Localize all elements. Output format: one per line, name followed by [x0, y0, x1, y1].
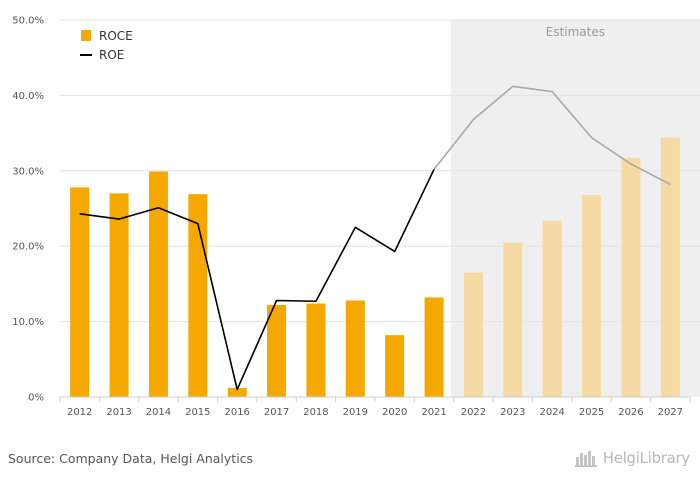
x-tick-label: 2027	[658, 407, 683, 418]
legend-roce-label: ROCE	[99, 29, 133, 43]
roce-bar	[503, 242, 523, 397]
roe-line-estimate	[433, 85, 671, 186]
roce-bar	[267, 305, 287, 397]
x-tick-label: 2020	[382, 407, 407, 418]
x-tick-label: 2012	[67, 407, 92, 418]
y-tick-label: 50.0%	[12, 16, 44, 27]
x-tick-label: 2014	[146, 407, 171, 418]
roce-bar	[148, 171, 168, 397]
roce-bar	[306, 303, 326, 397]
legend-roce-swatch	[81, 30, 91, 41]
x-tick-label: 2016	[224, 407, 249, 418]
roce-bar	[424, 297, 444, 397]
roce-bar	[582, 194, 602, 397]
legend-roe-label: ROE	[99, 48, 124, 62]
x-tick-label: 2015	[185, 407, 210, 418]
x-axis	[59, 396, 691, 402]
x-tick-label: 2019	[343, 407, 368, 418]
y-tick-label: 30.0%	[12, 166, 44, 177]
roce-bar	[70, 187, 90, 397]
x-tick-label: 2021	[421, 407, 446, 418]
estimates-label: Estimates	[546, 25, 605, 39]
y-tick-label: 0%	[28, 393, 44, 404]
source-note: Source: Company Data, Helgi Analytics	[8, 451, 254, 466]
footer: Source: Company Data, Helgi Analytics He…	[0, 440, 700, 483]
legend: ROCE ROE	[80, 29, 133, 62]
helgi-library-icon	[574, 451, 597, 467]
x-axis-labels: 2012 2013 2014 2015 2016 2017 2018 2019 2020 2021…	[67, 407, 683, 418]
roce-bar	[345, 300, 365, 397]
x-tick-label: 2023	[500, 407, 525, 418]
roce-bar	[227, 387, 247, 397]
y-tick-label: 10.0%	[12, 317, 44, 328]
roe-line	[79, 85, 671, 391]
estimates-band	[450, 20, 700, 397]
x-tick-label: 2018	[303, 407, 328, 418]
x-tick-label: 2013	[106, 407, 131, 418]
roce-bar	[621, 157, 641, 397]
x-tick-label: 2022	[461, 407, 486, 418]
roce-roe-chart: 0% 10.0% 20.0% 30.0% 40.0% 50.0% 2012 2013 2014…	[12, 16, 700, 418]
x-tick-label: 2024	[539, 407, 564, 418]
x-tick-label: 2025	[579, 407, 604, 418]
y-axis-labels: 0% 10.0% 20.0% 30.0% 40.0% 50.0%	[12, 16, 44, 404]
brand-name: HelgiLibrary	[602, 449, 691, 467]
roce-bar	[463, 272, 483, 397]
roce-bar	[660, 137, 680, 397]
brand-logo[interactable]: HelgiLibrary	[574, 449, 691, 467]
y-tick-label: 40.0%	[12, 91, 44, 102]
x-tick-label: 2026	[618, 407, 643, 418]
roe-line-actual	[79, 168, 435, 391]
roce-bar	[385, 335, 405, 397]
x-tick-label: 2017	[264, 407, 289, 418]
y-tick-label: 20.0%	[12, 242, 44, 253]
roce-bar	[542, 220, 562, 397]
roce-bar	[109, 193, 129, 397]
